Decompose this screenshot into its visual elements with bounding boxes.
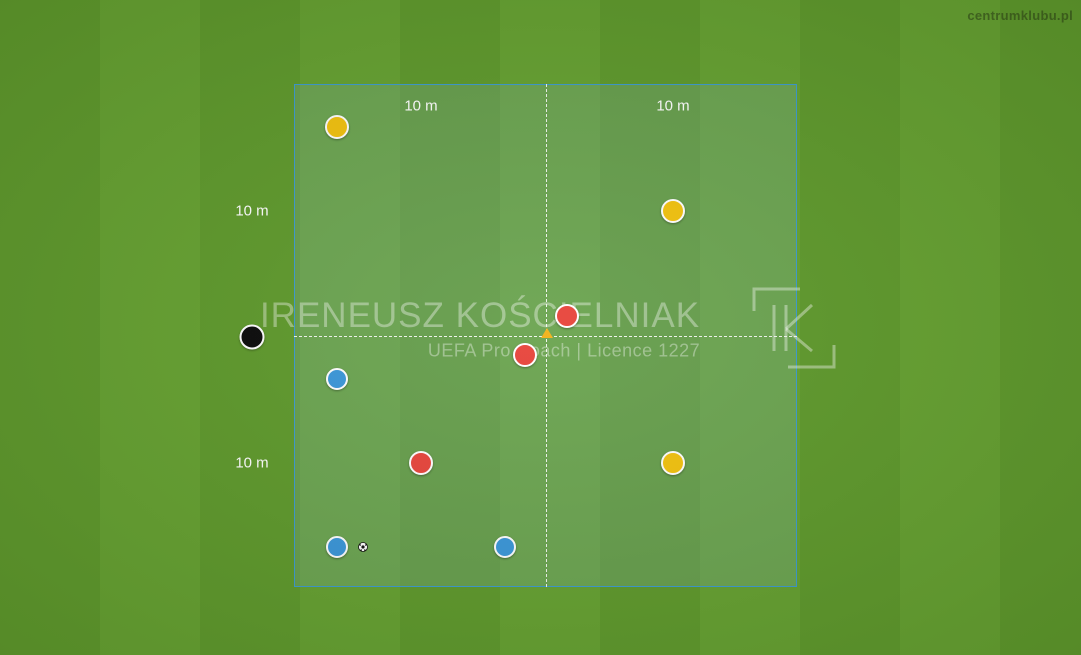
player-red[interactable] (409, 451, 433, 475)
player-yellow[interactable] (661, 451, 685, 475)
player-black[interactable] (239, 324, 265, 350)
dimension-label-left-upper: 10 m (235, 202, 269, 220)
dimension-label-top-left: 10 m (404, 97, 438, 115)
dimension-label-top-right: 10 m (656, 97, 690, 115)
player-yellow[interactable] (661, 199, 685, 223)
player-blue[interactable] (326, 368, 348, 390)
site-label: centrumklubu.pl (967, 8, 1073, 23)
player-yellow[interactable] (325, 115, 349, 139)
watermark-name: IRENEUSZ KOŚCIELNIAK (259, 296, 701, 335)
cone-marker-icon (541, 328, 553, 338)
dimension-label-left-lower: 10 m (235, 454, 269, 472)
player-blue[interactable] (326, 536, 348, 558)
watermark-subtitle: UEFA Pro Coach | Licence 1227 (427, 340, 701, 361)
ik-logo-icon (752, 287, 836, 369)
player-red[interactable] (513, 343, 537, 367)
player-blue[interactable] (494, 536, 516, 558)
player-red[interactable] (555, 304, 579, 328)
ball-icon[interactable] (358, 542, 368, 552)
